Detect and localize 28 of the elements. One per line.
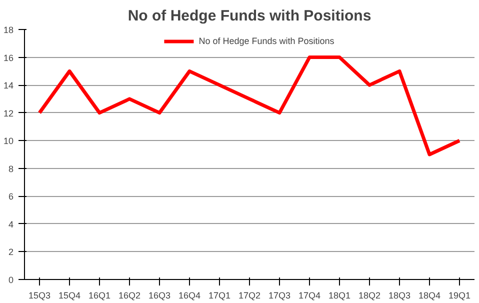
chart-title: No of Hedge Funds with Positions (128, 8, 372, 24)
x-tick-label: 17Q3 (268, 290, 291, 300)
x-tick-label: 17Q1 (208, 290, 231, 300)
x-tick-label: 18Q1 (328, 290, 351, 300)
x-tick-label: 18Q2 (358, 290, 381, 300)
legend-label: No of Hedge Funds with Positions (198, 36, 334, 46)
x-tick-label: 16Q4 (178, 290, 201, 300)
x-tick-label: 18Q4 (418, 290, 441, 300)
y-tick-label: 18 (3, 25, 14, 35)
x-tick-label: 16Q2 (118, 290, 141, 300)
y-tick-label: 0 (8, 275, 14, 285)
y-tick-label: 8 (8, 164, 14, 174)
x-tick-label: 16Q1 (88, 290, 111, 300)
y-tick-label: 4 (8, 219, 14, 230)
x-tick-label: 15Q3 (28, 290, 51, 300)
x-tick-label: 17Q2 (238, 290, 261, 300)
line-series (38, 56, 462, 156)
y-tick-label: 2 (8, 247, 14, 258)
x-tick-label: 16Q3 (148, 290, 171, 300)
x-tick-label: 15Q4 (58, 290, 81, 300)
y-tick-label: 16 (3, 52, 14, 63)
x-tick-label: 18Q3 (388, 290, 411, 300)
y-tick-label: 14 (3, 80, 14, 91)
y-tick-label: 10 (3, 136, 14, 146)
y-tick-label: 6 (8, 192, 14, 202)
x-tick-label: 17Q4 (298, 290, 321, 300)
y-tick-label: 12 (3, 108, 14, 118)
x-tick-label: 19Q1 (448, 290, 471, 300)
